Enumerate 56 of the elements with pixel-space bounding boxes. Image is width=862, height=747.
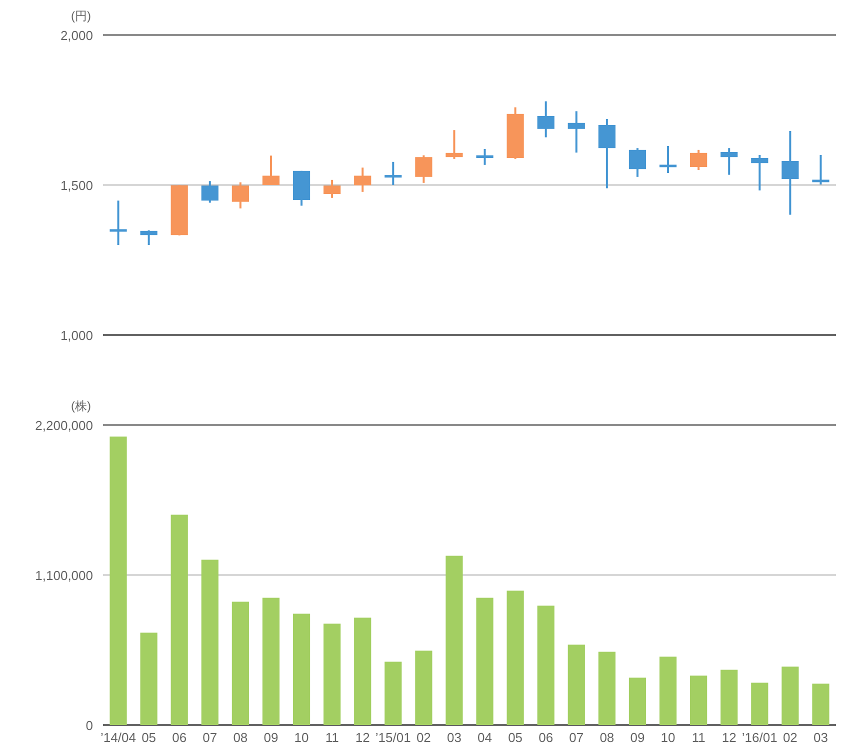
x-tick-label: 06 [538, 730, 554, 745]
bar [446, 556, 463, 725]
x-tick-label: 06 [172, 730, 187, 745]
y-tick-label: 2,000 [60, 28, 93, 43]
y-tick-label: 2,200,000 [35, 418, 93, 433]
x-tick-label: 05 [508, 730, 523, 745]
y-tick-label: 0 [86, 718, 93, 733]
bar [140, 632, 158, 725]
bar [598, 652, 616, 725]
bar [568, 644, 585, 725]
y-tick-label: 1,100,000 [35, 568, 93, 583]
bar [232, 602, 249, 725]
x-tick-label: 08 [600, 730, 614, 745]
x-tick-label: 11 [325, 730, 339, 745]
x-tick-label: 09 [264, 730, 278, 745]
x-tick-label: ’15/01 [375, 730, 411, 745]
x-tick-label: 11 [692, 730, 706, 745]
x-tick-label: 03 [813, 730, 828, 745]
bar [659, 656, 677, 725]
x-tick-label: 04 [478, 730, 492, 745]
x-tick-label: 10 [660, 730, 676, 745]
x-tick-label: 03 [446, 730, 462, 745]
bar [292, 614, 310, 725]
x-tick-label: 10 [294, 730, 309, 745]
x-tick-label: 07 [569, 730, 584, 745]
x-tick-label: 05 [142, 730, 156, 745]
x-tick-label: 12 [722, 730, 736, 745]
y-tick-label: 1,500 [60, 178, 93, 193]
y-axis-title: (円) [71, 9, 91, 23]
bar [354, 618, 372, 725]
x-tick-label: 02 [782, 730, 798, 745]
bar [201, 560, 218, 725]
x-tick-label: 07 [202, 730, 218, 745]
x-tick-label: 08 [233, 730, 248, 745]
x-tick-label: 12 [355, 730, 370, 745]
bar [384, 662, 402, 725]
bar [812, 684, 830, 725]
x-tick-label: ’16/01 [742, 730, 778, 745]
bar [476, 598, 494, 725]
bar [415, 650, 432, 725]
x-tick-label: 02 [416, 730, 431, 745]
bar [170, 514, 188, 725]
y-axis-title: (株) [71, 399, 91, 413]
x-tick-label: ’14/04 [100, 730, 136, 745]
bar [537, 606, 554, 725]
bar [628, 678, 646, 725]
bar [262, 598, 280, 725]
y-tick-label: 1,000 [60, 328, 93, 343]
bar [324, 624, 341, 725]
bar [782, 666, 799, 725]
bar [506, 590, 524, 725]
bar [751, 682, 768, 725]
bar [110, 436, 127, 725]
x-tick-label: 09 [630, 730, 645, 745]
bar [720, 670, 738, 725]
bar [690, 676, 708, 725]
